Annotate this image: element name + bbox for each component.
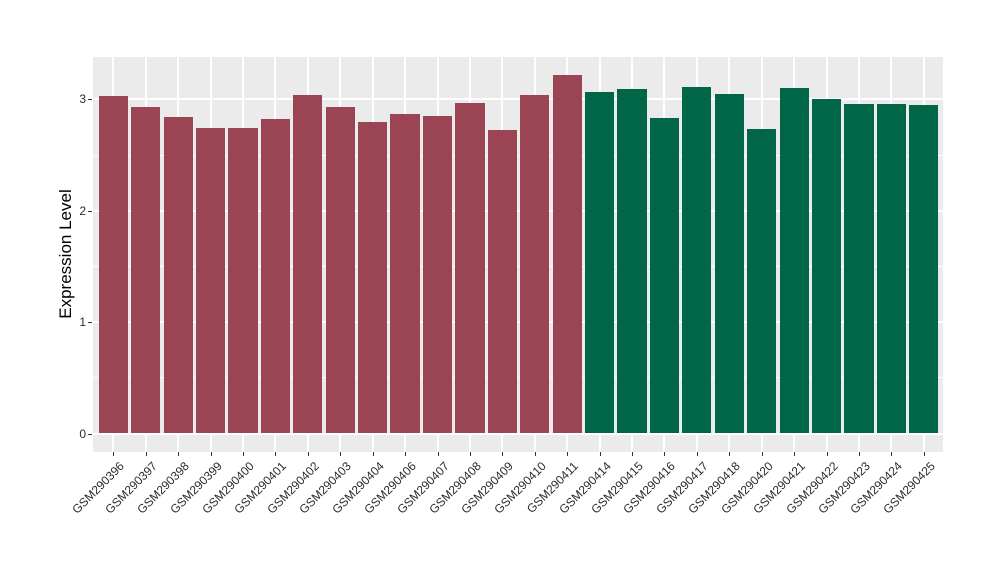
x-tick-mark (794, 452, 796, 456)
bar-GSM290425 (909, 104, 939, 434)
bar-GSM290402 (293, 94, 323, 434)
x-tick-mark (923, 452, 925, 456)
x-tick-mark (729, 452, 731, 456)
x-tick-mark (113, 452, 115, 456)
bar-GSM290404 (358, 121, 388, 434)
bar-GSM290417 (682, 87, 712, 434)
plot-panel (93, 57, 943, 452)
x-tick-mark (178, 452, 180, 456)
x-tick-mark (761, 452, 763, 456)
x-tick-mark (599, 452, 601, 456)
bar-GSM290406 (390, 113, 420, 434)
bar-GSM290407 (422, 116, 453, 434)
bar-GSM290421 (779, 88, 809, 434)
x-tick-mark (437, 452, 439, 456)
bar-GSM290422 (811, 99, 842, 434)
x-tick-mark (891, 452, 893, 456)
y-tick-mark (88, 99, 92, 101)
bar-GSM290424 (876, 103, 906, 434)
x-tick-mark (664, 452, 666, 456)
bar-GSM290410 (520, 94, 550, 434)
bar-GSM290398 (163, 117, 193, 434)
bar-GSM290409 (487, 130, 517, 434)
x-tick-mark (210, 452, 212, 456)
x-tick-mark (826, 452, 828, 456)
x-tick-mark (405, 452, 407, 456)
bar-GSM290397 (131, 107, 161, 434)
x-tick-mark (567, 452, 569, 456)
bar-GSM290416 (649, 118, 680, 434)
bar-GSM290401 (260, 119, 290, 434)
major-gridline (93, 98, 943, 101)
x-tick-mark (275, 452, 277, 456)
bar-GSM290420 (747, 129, 777, 434)
y-tick-label: 0 (79, 426, 86, 441)
x-tick-mark (696, 452, 698, 456)
x-tick-mark (307, 452, 309, 456)
bar-GSM290399 (195, 128, 226, 434)
bar-GSM290411 (552, 74, 582, 434)
x-tick-mark (632, 452, 634, 456)
minor-gridline (93, 377, 943, 379)
major-gridline (93, 432, 943, 435)
bar-GSM290400 (228, 128, 258, 434)
bar-GSM290414 (585, 91, 615, 434)
bar-GSM290418 (714, 93, 744, 434)
minor-gridline (93, 154, 943, 156)
y-tick-mark (88, 322, 92, 324)
y-tick-mark (88, 433, 92, 435)
y-tick-mark (88, 210, 92, 212)
x-tick-mark (469, 452, 471, 456)
x-tick-mark (242, 452, 244, 456)
major-gridline (93, 209, 943, 212)
bar-GSM290408 (455, 102, 485, 434)
x-tick-mark (858, 452, 860, 456)
y-tick-label: 1 (79, 315, 86, 330)
bar-GSM290415 (617, 89, 647, 434)
x-tick-mark (372, 452, 374, 456)
major-gridline (93, 321, 943, 324)
bar-GSM290403 (325, 107, 355, 434)
x-tick-mark (145, 452, 147, 456)
minor-gridline (93, 265, 943, 267)
bar-GSM290396 (98, 95, 128, 434)
bar-GSM290423 (844, 103, 874, 434)
x-tick-mark (502, 452, 504, 456)
y-tick-label: 3 (79, 92, 86, 107)
x-tick-mark (340, 452, 342, 456)
x-tick-mark (534, 452, 536, 456)
y-tick-label: 2 (79, 203, 86, 218)
